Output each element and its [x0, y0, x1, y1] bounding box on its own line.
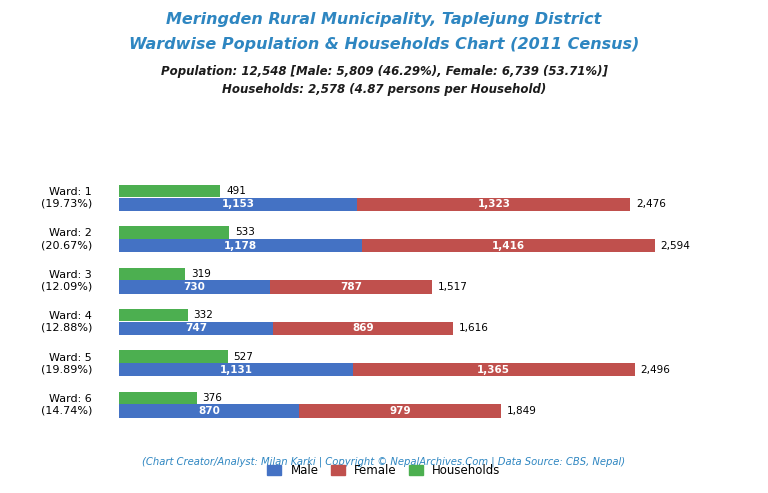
Text: (Chart Creator/Analyst: Milan Karki | Copyright © NepalArchives.Com | Data Sourc: (Chart Creator/Analyst: Milan Karki | Co…	[142, 456, 626, 466]
Text: 332: 332	[194, 310, 214, 320]
Bar	[119, 309, 187, 321]
Bar	[119, 404, 299, 418]
Text: Ward: 5
(19.89%): Ward: 5 (19.89%)	[41, 352, 92, 374]
Legend: Male, Female, Households: Male, Female, Households	[263, 460, 505, 482]
Bar	[362, 239, 655, 252]
Text: 2,496: 2,496	[641, 365, 670, 375]
Text: 747: 747	[185, 323, 207, 333]
Text: Ward: 6
(14.74%): Ward: 6 (14.74%)	[41, 394, 92, 416]
Text: 1,365: 1,365	[477, 365, 510, 375]
Text: 870: 870	[198, 406, 220, 416]
Text: Ward: 4
(12.88%): Ward: 4 (12.88%)	[41, 311, 92, 333]
Text: 1,416: 1,416	[492, 241, 525, 251]
Bar	[119, 363, 353, 376]
Text: Ward: 3
(12.09%): Ward: 3 (12.09%)	[41, 270, 92, 291]
Bar	[273, 322, 453, 335]
Text: 979: 979	[389, 406, 411, 416]
Text: 2,476: 2,476	[636, 199, 666, 210]
Text: 491: 491	[227, 186, 246, 196]
Bar	[353, 363, 634, 376]
Bar	[119, 351, 228, 363]
Text: Wardwise Population & Households Chart (2011 Census): Wardwise Population & Households Chart (…	[129, 37, 639, 52]
Text: 319: 319	[190, 269, 210, 279]
Text: 2,594: 2,594	[660, 241, 690, 251]
Text: 869: 869	[353, 323, 374, 333]
Text: 787: 787	[340, 282, 362, 292]
Text: Households: 2,578 (4.87 persons per Household): Households: 2,578 (4.87 persons per Hous…	[222, 83, 546, 96]
Bar	[299, 404, 501, 418]
Bar	[119, 391, 197, 404]
Text: 1,323: 1,323	[478, 199, 511, 210]
Text: Population: 12,548 [Male: 5,809 (46.29%), Female: 6,739 (53.71%)]: Population: 12,548 [Male: 5,809 (46.29%)…	[161, 65, 607, 78]
Text: Ward: 2
(20.67%): Ward: 2 (20.67%)	[41, 228, 92, 250]
Bar	[119, 322, 273, 335]
Bar	[119, 281, 270, 294]
Text: 533: 533	[235, 227, 255, 238]
Bar	[119, 239, 362, 252]
Bar	[357, 198, 631, 211]
Bar	[119, 268, 185, 280]
Text: Ward: 1
(19.73%): Ward: 1 (19.73%)	[41, 187, 92, 209]
Text: 376: 376	[203, 393, 223, 403]
Text: Meringden Rural Municipality, Taplejung District: Meringden Rural Municipality, Taplejung …	[167, 12, 601, 27]
Text: 1,616: 1,616	[458, 323, 488, 333]
Text: 730: 730	[184, 282, 205, 292]
Bar	[119, 185, 220, 197]
Text: 527: 527	[233, 352, 253, 361]
Text: 1,517: 1,517	[439, 282, 468, 292]
Text: 1,849: 1,849	[507, 406, 537, 416]
Text: 1,153: 1,153	[222, 199, 255, 210]
Bar	[270, 281, 432, 294]
Text: 1,131: 1,131	[220, 365, 253, 375]
Text: 1,178: 1,178	[224, 241, 257, 251]
Bar	[119, 226, 229, 239]
Bar	[119, 198, 357, 211]
